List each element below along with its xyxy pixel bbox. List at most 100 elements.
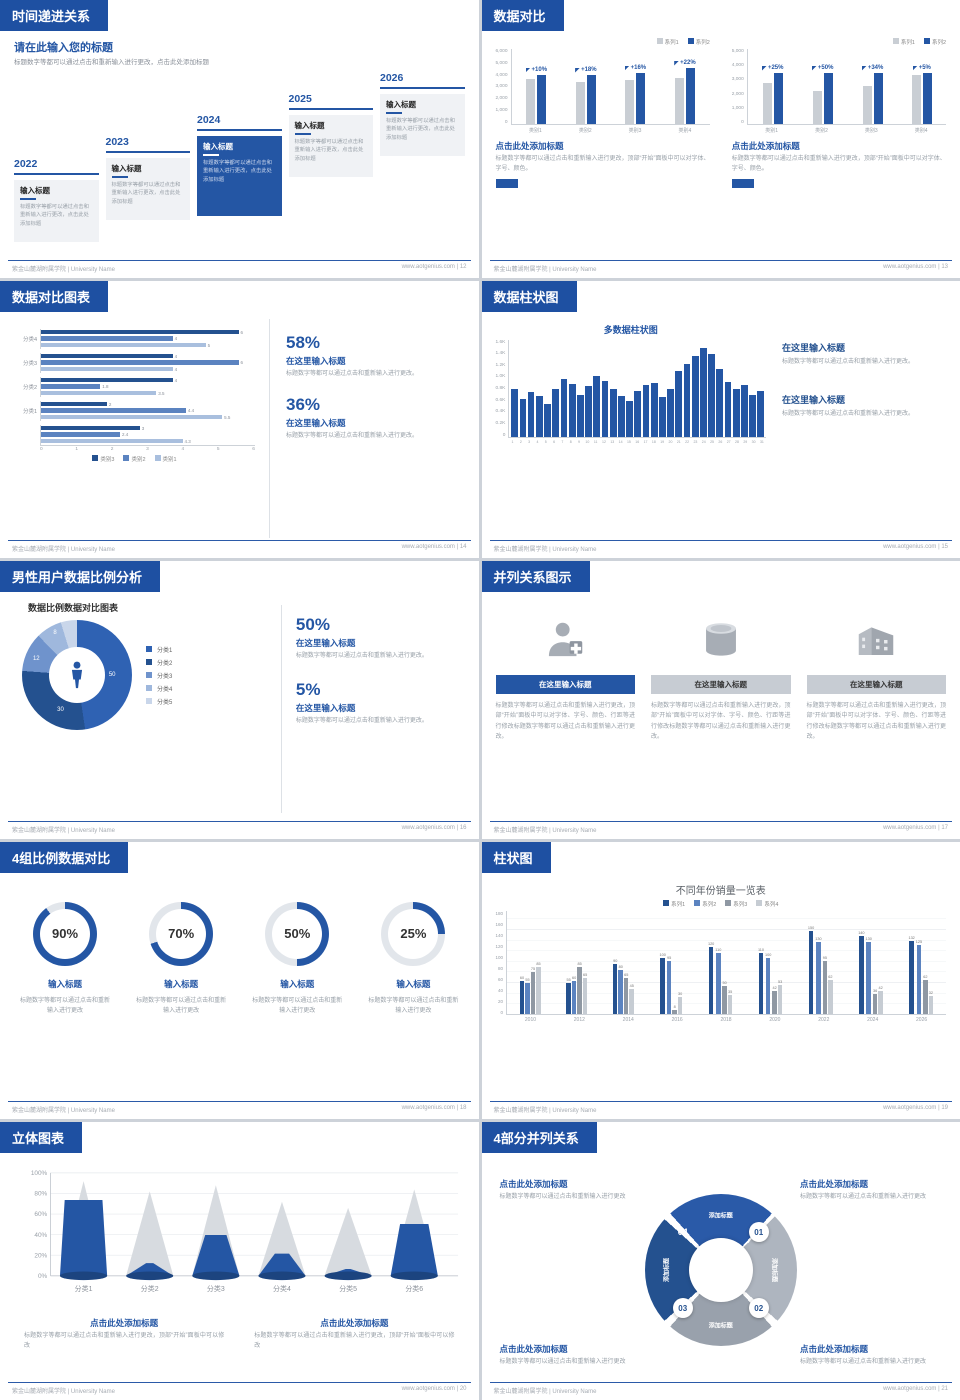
timeline-year: 2023 — [105, 135, 129, 148]
footer-page: www.aotgenius.com | 16 — [401, 824, 467, 831]
annotated-bar-chart: 系列1 系列2 5,000 4,000 3,000 2,000 1,000 0 +25% +50%… — [731, 38, 946, 134]
timeline: 2022 输入标题 标题数字等都可以通过点击和重新输入进行更改，点击此处添加标题… — [14, 72, 465, 242]
progress-ring: 90% — [33, 901, 98, 966]
slide-header-title: 数据柱状图 — [481, 280, 577, 312]
item-text: 标题数字等都可以通过点击和重新输入进行更改，顶部“开始”面板中可以对字体、字号、… — [806, 703, 947, 740]
slide-ratio-rings[interactable]: 4组比例数据对比 90% 输入标题 标题数字等都可以通过点击和重新输入进行更改 … — [0, 841, 479, 1120]
stat-text: 标题数字等都可以通过点击和重新输入进行更改。 — [295, 653, 428, 660]
icon-box — [807, 611, 947, 669]
stat-title: 点击此处添加标题 — [499, 1344, 568, 1355]
timeline-item-2022[interactable]: 2022 输入标题 标题数字等都可以通过点击和重新输入进行更改，点击此处添加标题 — [14, 158, 99, 242]
stat-block: 36% 在这里输入标题 标题数字等都可以通过点击和重新输入进行更改。 — [286, 395, 465, 442]
svg-text:0%: 0% — [38, 1273, 48, 1280]
footer-brand: 紫金山麓湖附属学院 | University Name — [493, 1108, 597, 1115]
parallel-item: 在这里输入标题 标题数字等都可以通过点击和重新输入进行更改，顶部“开始”面板中可… — [806, 611, 947, 742]
slide-footer: 紫金山麓湖附属学院 | University Name www.aotgeniu… — [489, 540, 952, 554]
ring-hole: 25% — [388, 908, 439, 959]
accent-line — [203, 153, 219, 156]
stat-block: 点击此处添加标题 标题数字等都可以通过点击和重新输入进行更改，顶部“开始”面板中… — [24, 1315, 224, 1352]
slide-header: 4部分并列关系 — [481, 1122, 960, 1154]
stat-text: 标题数字等都可以通过点击和重新输入进行更改 — [800, 1359, 927, 1366]
comparison-panel-right: 系列1 系列2 5,000 4,000 3,000 2,000 1,000 0 +25% +50%… — [731, 38, 946, 189]
slide-header: 并列关系图示 — [481, 561, 960, 593]
timeline-item-2025[interactable]: 2025 输入标题 标题数字等都可以通过点击和重新输入进行更改，点击此处添加标题 — [288, 93, 373, 242]
stat-text: 标题数字等都可以通过点击和重新输入进行更改。 — [782, 358, 915, 365]
title-button[interactable]: 在这里输入标题 — [806, 675, 946, 695]
stat-title: 在这里输入标题 — [295, 703, 356, 714]
stats-panel: 58% 在这里输入标题 标题数字等都可以通过点击和重新输入进行更改。 36% 在… — [268, 318, 465, 539]
timeline-card-text: 标题数字等都可以通过点击和重新输入进行更改，点击此处添加标题 — [294, 138, 364, 162]
footer-page: www.aotgenius.com | 18 — [401, 1105, 467, 1112]
footer-brand: 紫金山麓湖附属学院 | University Name — [493, 266, 597, 273]
slide-column-chart[interactable]: 数据柱状图 多数据柱状图 1.6K 1.4K 1.2K 1.0K 0.8K 0.6K 0.4… — [481, 280, 960, 559]
block-text: 标题数字等都可以通过点击和重新输入进行更改，顶部“开始”面板中可以对字体、字号、… — [495, 156, 710, 172]
timeline-card: 输入标题 标题数字等都可以通过点击和重新输入进行更改，点击此处添加标题 — [105, 157, 190, 220]
chart-panel: 数据比例数据对比图表 50 30 12 8 分类1 分类2 分类3 分类4 分类5 — [14, 599, 267, 819]
slide-footer: 紫金山麓湖附属学院 | University Name www.aotgeniu… — [489, 1101, 952, 1115]
horizontal-bar-chart: 分类4 6 4 5 分类3 4 6 4 分类2 4 1.8 3.5 分类1 2 4.4 5.5 3 2.4 4.3 0… — [22, 328, 255, 463]
progress-ring: 70% — [149, 901, 214, 966]
timeline-card-title: 输入标题 — [294, 120, 325, 130]
item-text: 标题数字等都可以通过点击和重新输入进行更改，顶部“开始”面板中可以对字体、字号、… — [495, 703, 636, 740]
footer-brand: 紫金山麓湖附属学院 | University Name — [12, 1389, 115, 1395]
slide-header-title: 柱状图 — [481, 841, 551, 873]
slide-timeline[interactable]: 时间递进关系 请在此输入您的标题 标题数字等都可以通过点击和重新输入进行更改，点… — [0, 0, 479, 278]
ring-percent: 50% — [284, 926, 311, 942]
timeline-item-2026[interactable]: 2026 输入标题 标题数字等都可以通过点击和重新输入进行更改，点击此处添加标题 — [380, 72, 465, 242]
slide-header-title: 4部分并列关系 — [481, 1122, 597, 1154]
timeline-item-2023[interactable]: 2023 输入标题 标题数字等都可以通过点击和重新输入进行更改，点击此处添加标题 — [105, 135, 190, 242]
title-button[interactable]: 在这里输入标题 — [495, 675, 635, 695]
title-button[interactable]: 在这里输入标题 — [651, 675, 791, 695]
footer-page: www.aotgenius.com | 21 — [883, 1386, 948, 1392]
slide-parallel-relation[interactable]: 并列关系图示 在这里输入标题 标题数字等都可以通过点击和重新输入进行更改，顶部“… — [481, 561, 960, 839]
slide-footer: 紫金山麓湖附属学院 | University Name www.aotgeniu… — [8, 1382, 471, 1396]
stat-block: 在这里输入标题 标题数字等都可以通过点击和重新输入进行更改。 — [782, 341, 946, 368]
corner-block: 点击此处添加标题 标题数字等都可以通过点击和重新输入进行更改 — [800, 1176, 942, 1203]
stat-title: 在这里输入标题 — [782, 342, 846, 353]
timeline-year: 2024 — [197, 113, 221, 126]
accent-line — [386, 111, 402, 114]
timeline-rule — [105, 150, 190, 153]
icon-box — [651, 611, 791, 669]
footer-brand: 紫金山麓湖附属学院 | University Name — [12, 266, 115, 273]
slide-bar-comparison[interactable]: 数据对比图表 分类4 6 4 5 分类3 4 6 4 分类2 4 1.8 3.5 分类1 2 4.4 5.5 3… — [0, 280, 479, 559]
slide-grouped-columns[interactable]: 柱状图 不同年份销量一览表 系列1 系列2 系列3 系列4 180 160 140 120 10… — [481, 841, 960, 1120]
timeline-card: 输入标题 标题数字等都可以通过点击和重新输入进行更改，点击此处添加标题 — [380, 93, 465, 156]
svg-text:60%: 60% — [34, 1212, 47, 1219]
timeline-card: 输入标题 标题数字等都可以通过点击和重新输入进行更改，点击此处添加标题 — [14, 179, 99, 242]
timeline-card-title: 输入标题 — [203, 141, 233, 151]
slide-data-comparison[interactable]: 数据对比 系列1 系列2 6,000 5,000 4,000 3,000 2,000 1,00… — [481, 0, 960, 278]
slide-header-title: 4组比例数据对比 — [0, 841, 129, 873]
slide-header: 立体图表 — [0, 1122, 479, 1154]
svg-text:分类2: 分类2 — [141, 1284, 159, 1293]
ring-card: 50% 输入标题 标题数字等都可以通过点击和重新输入进行更改 — [246, 901, 348, 1016]
database-icon — [705, 623, 736, 656]
stat-title: 点击此处添加标题 — [800, 1344, 869, 1355]
corner-block: 点击此处添加标题 标题数字等都可以通过点击和重新输入进行更改 — [500, 1176, 642, 1203]
grouped-bar-chart: 系列1 系列2 系列3 系列4 180 160 140 120 100 80 60 40 20 0 60 55… — [496, 899, 946, 1023]
slide-header-title: 数据对比图表 — [0, 280, 109, 312]
footer-brand: 紫金山麓湖附属学院 | University Name — [12, 1108, 115, 1115]
timeline-item-2024[interactable]: 2024 输入标题 标题数字等都可以通过点击和重新输入进行更改，点击此处添加标题 — [197, 114, 282, 242]
ring-text: 标题数字等都可以通过点击和重新输入进行更改 — [252, 997, 343, 1014]
chart-title: 多数据柱状图 — [603, 324, 658, 335]
ring-card: 25% 输入标题 标题数字等都可以通过点击和重新输入进行更改 — [362, 901, 464, 1016]
slide-header-title: 时间递进关系 — [0, 0, 109, 31]
slide-header-title: 并列关系图示 — [481, 561, 590, 593]
slide-header: 时间递进关系 — [0, 0, 479, 31]
cone-chart: 100% 80% 60% 40% 20% 0% 分类1 分类2 分类3 分类4 分类5 分类6 — [14, 1160, 465, 1309]
timeline-card-text: 标题数字等都可以通过点击和重新输入进行更改，点击此处添加标题 — [203, 159, 272, 183]
slide-four-part-cycle[interactable]: 4部分并列关系 添加标题 添加标题 添加标题 添加标题 01 02 03 04 点击此处添加标… — [481, 1122, 960, 1400]
timeline-card-title: 输入标题 — [386, 99, 416, 109]
slide-cone-chart[interactable]: 立体图表 100% 80% 60% 40% 20% 0% 分类1 分类2 分类3 分类4 分类5 分类… — [0, 1122, 479, 1400]
stat-block: 在这里输入标题 标题数字等都可以通过点击和重新输入进行更改。 — [782, 393, 946, 420]
corner-block: 点击此处添加标题 标题数字等都可以通过点击和重新输入进行更改 — [800, 1341, 942, 1368]
block-title: 点击此处添加标题 — [495, 141, 564, 151]
stat-block: 5% 在这里输入标题 标题数字等都可以通过点击和重新输入进行更改。 — [296, 680, 465, 727]
slide-donut-analysis[interactable]: 男性用户数据比例分析 数据比例数据对比图表 50 30 12 8 分类1 分类2 分类3 分… — [0, 561, 479, 839]
stat-text: 标题数字等都可以通过点击和重新输入进行更改。 — [782, 411, 915, 418]
slide-header: 4组比例数据对比 — [0, 841, 479, 873]
stat-percent: 50% — [295, 615, 330, 635]
footer-brand: 紫金山麓湖附属学院 | University Name — [12, 547, 115, 554]
ring-hole: 50% — [272, 908, 323, 959]
